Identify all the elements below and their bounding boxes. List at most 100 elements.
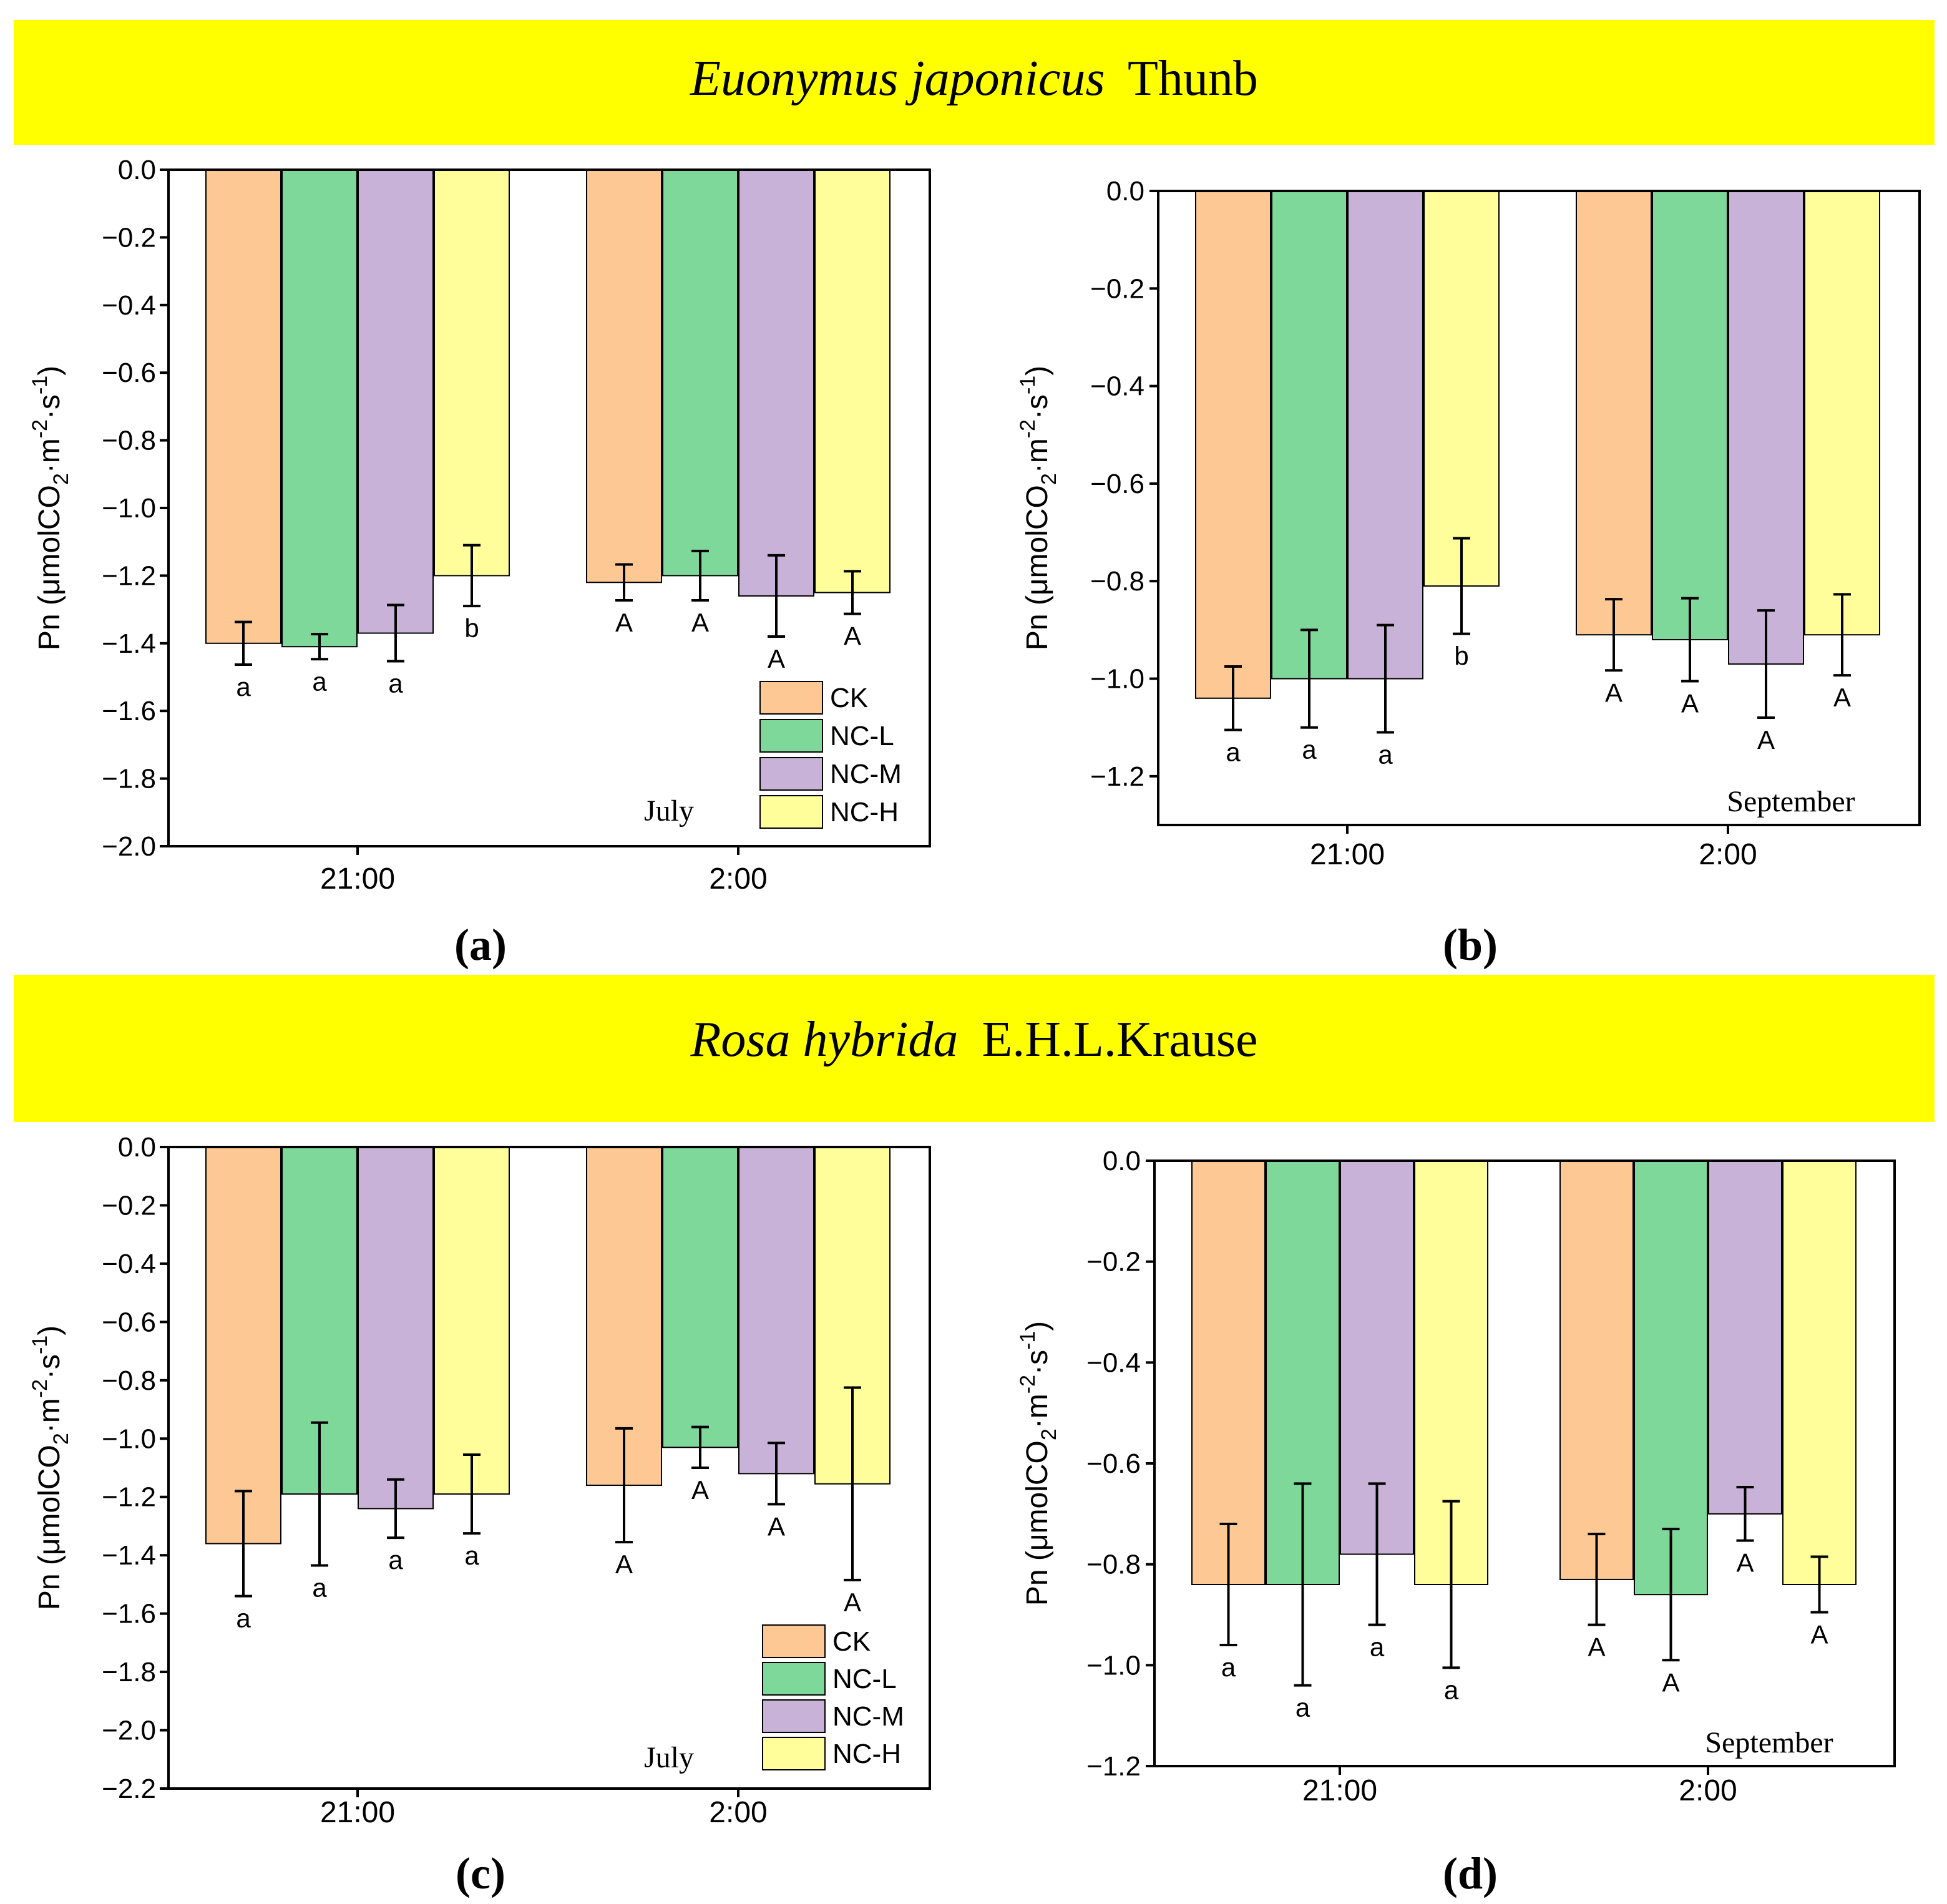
y-axis-label-part: 2 xyxy=(1037,473,1061,485)
y-axis-label-part: ·m xyxy=(1021,438,1054,473)
y-tick-label: −1.0 xyxy=(1086,1650,1141,1681)
species-banner-1 xyxy=(14,20,1935,145)
significance-letter: A xyxy=(768,644,785,673)
y-axis-label: Pn (μmolCO2·m-2·s-1) xyxy=(1016,366,1061,650)
error-bar-a-NC-L-0 xyxy=(311,633,328,661)
y-tick-label: −1.0 xyxy=(102,493,156,524)
legend-label-NC-L: NC-L xyxy=(830,721,894,751)
y-axis-label-part: ·s xyxy=(33,1354,66,1379)
y-axis-label-part: 2 xyxy=(49,473,73,485)
x-tick-label: 2:00 xyxy=(709,862,767,896)
significance-letter: A xyxy=(691,1475,709,1505)
error-bar-d-NC-L-1 xyxy=(1662,1528,1680,1662)
significance-letter: a xyxy=(312,1573,327,1603)
bar-a-2100-NC-M xyxy=(358,169,434,634)
y-axis-label-part: Pn (μmolCO xyxy=(33,1445,66,1610)
error-bar-b-NC-H-1 xyxy=(1833,593,1851,677)
significance-letter: a xyxy=(1221,1653,1236,1682)
error-bar-d-NC-M-0 xyxy=(1368,1482,1386,1626)
species-banner-2 xyxy=(14,975,1935,1122)
error-bar-c-CK-0 xyxy=(235,1490,252,1598)
significance-letter: A xyxy=(844,622,861,651)
y-axis-label-part: ) xyxy=(1021,1321,1054,1331)
x-tick-label: 21:00 xyxy=(1310,838,1385,871)
y-tick-label: −0.2 xyxy=(1086,1247,1141,1277)
significance-letter: a xyxy=(1378,740,1393,769)
panel-label-d: (d) xyxy=(1443,1848,1498,1898)
x-tick-label: 21:00 xyxy=(320,862,395,896)
y-axis-label-part: -2 xyxy=(28,1379,52,1398)
significance-letter: A xyxy=(1736,1548,1754,1578)
error-bar-a-NC-L-1 xyxy=(691,549,709,602)
significance-letter: a xyxy=(1226,738,1241,767)
y-axis-label-part: -1 xyxy=(1016,1331,1040,1350)
error-bar-d-CK-1 xyxy=(1588,1533,1606,1626)
legend-label-NC-H: NC-H xyxy=(832,1739,901,1769)
bar-b-2100-NC-H xyxy=(1423,190,1500,587)
y-tick-label: −0.6 xyxy=(102,1307,156,1337)
x-tick-label: 21:00 xyxy=(1302,1774,1377,1807)
y-tick-label: −1.2 xyxy=(102,1482,156,1513)
y-axis-label-part: ·s xyxy=(1021,394,1054,419)
y-tick-label: −0.8 xyxy=(1086,1550,1141,1580)
y-tick-label: −0.2 xyxy=(1090,273,1144,304)
banner-2-authority: E.H.L.Krause xyxy=(982,1012,1257,1067)
panel-b: a Aa Aa Ab A 0.0 −0.2 −0.4 −0.6 −0.8 −1.0 −1.2 21:00… xyxy=(1016,176,1921,871)
significance-letter: a xyxy=(1444,1675,1459,1704)
month-label: July xyxy=(644,1741,694,1774)
y-axis-label-part: ) xyxy=(33,366,66,376)
error-bar-a-NC-H-1 xyxy=(844,570,861,615)
error-bar-a-CK-0 xyxy=(235,620,252,666)
banner-2-species: Rosa hybrida xyxy=(690,1012,959,1067)
bar-d-200-CK xyxy=(1559,1160,1634,1580)
y-tick-label: −0.6 xyxy=(1086,1448,1141,1479)
error-bar-c-CK-1 xyxy=(615,1427,633,1544)
y-tick-label: 0.0 xyxy=(1106,176,1144,207)
banner-1-title: Euonymus japonicus Thunb xyxy=(690,51,1258,106)
error-bar-a-NC-M-0 xyxy=(387,603,404,663)
legend-swatch-NC-L xyxy=(762,1662,826,1696)
y-tick-label: −1.2 xyxy=(1090,761,1144,792)
bar-c-2100-NC-H xyxy=(434,1146,510,1495)
y-axis-label-part: 2 xyxy=(49,1433,73,1445)
y-axis-label-part: -2 xyxy=(1016,1375,1040,1394)
error-bar-d-NC-H-0 xyxy=(1442,1500,1460,1669)
y-axis-label-part: -1 xyxy=(1016,376,1040,394)
legend: CK NC-L NC-M NC-H xyxy=(759,681,902,829)
significance-letter: b xyxy=(1454,642,1468,671)
legend-swatch-NC-H xyxy=(759,795,823,829)
significance-letter: A xyxy=(1810,1619,1828,1649)
y-tick-label: −2.0 xyxy=(102,1716,156,1746)
error-bar-b-NC-L-1 xyxy=(1681,597,1699,683)
bar-a-2100-NC-L xyxy=(281,169,358,648)
y-axis-label-part: ·s xyxy=(1021,1350,1054,1375)
y-tick-label: −0.6 xyxy=(102,358,156,388)
y-axis-label-part: -2 xyxy=(1016,419,1040,438)
y-tick-label: −0.4 xyxy=(1086,1347,1141,1378)
bar-c-200-NC-L xyxy=(662,1146,738,1448)
error-bar-c-NC-L-0 xyxy=(311,1421,328,1567)
error-bar-c-NC-H-1 xyxy=(844,1386,861,1581)
y-axis-label: Pn (μmolCO2·m-2·s-1) xyxy=(28,1325,73,1610)
significance-letter: A xyxy=(691,608,709,637)
legend: CK NC-L NC-M NC-H xyxy=(762,1624,904,1770)
significance-letter: a xyxy=(388,669,403,698)
significance-letter: A xyxy=(1662,1667,1679,1697)
bar-a-2100-CK xyxy=(205,169,281,644)
significance-letter: a xyxy=(1370,1633,1385,1662)
error-bar-d-CK-0 xyxy=(1219,1523,1237,1646)
bar-b-200-CK xyxy=(1576,190,1652,636)
y-tick-label: −1.6 xyxy=(102,1599,156,1629)
month-label: September xyxy=(1727,785,1855,818)
y-axis-label: Pn (μmolCO2·m-2·s-1) xyxy=(28,366,73,650)
y-tick-label: 0.0 xyxy=(118,1132,156,1163)
significance-letter: A xyxy=(615,608,633,637)
bar-a-2100-NC-H xyxy=(434,169,510,577)
error-bar-b-NC-M-0 xyxy=(1377,623,1394,734)
significance-letter: a xyxy=(1296,1693,1310,1722)
bar-b-2100-NC-L xyxy=(1271,190,1347,680)
significance-letter: b xyxy=(464,613,479,643)
x-tick-label: 21:00 xyxy=(320,1796,395,1829)
bar-c-2100-CK xyxy=(205,1146,281,1545)
y-axis-label-part: Pn (μmolCO xyxy=(33,485,66,650)
